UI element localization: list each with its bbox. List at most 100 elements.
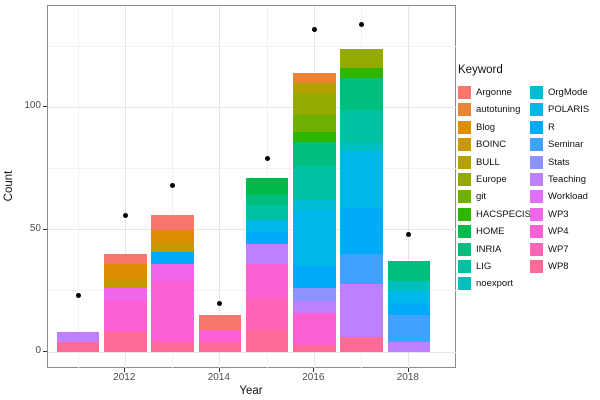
legend-item-label: INRIA — [476, 243, 502, 255]
x-tick-mark — [218, 368, 220, 372]
legend-item-label: Workload — [548, 191, 588, 203]
legend-key-swatch — [458, 155, 471, 169]
legend-key-swatch — [530, 242, 543, 256]
bar-segment-noexport — [340, 141, 383, 152]
bar-segment-Europe — [340, 48, 383, 69]
bar-segment-Teaching — [340, 283, 383, 338]
observation-point — [311, 26, 317, 32]
bar-segment-R — [387, 303, 431, 316]
x-tick-mark — [407, 368, 409, 372]
legend-key-swatch — [458, 138, 471, 152]
bar-segment-Teaching — [245, 244, 289, 264]
observation-point — [170, 183, 176, 189]
legend-item-label: WP3 — [548, 208, 569, 220]
legend-key-swatch — [530, 138, 543, 152]
bar-segment-autotuning — [293, 73, 336, 83]
bar-segment-Argonne — [104, 254, 147, 264]
legend-item-label: R — [548, 121, 555, 133]
y-tick-mark — [43, 228, 47, 230]
gridline-major-y — [48, 106, 457, 108]
legend-item-label: POLARIS — [548, 104, 590, 116]
bar-segment-R — [245, 232, 289, 245]
legend-key-swatch — [458, 225, 471, 239]
bar-segment-WP7 — [245, 298, 289, 330]
bar-segment-WP8 — [56, 342, 100, 352]
bar-segment-Blog — [104, 263, 147, 279]
y-tick-label: 0 — [35, 345, 41, 356]
bar-segment-INRIA — [293, 141, 336, 167]
legend-key-swatch — [530, 225, 543, 239]
legend-column: OrgMode POLARIS R Seminar Stats Teaching Workl… — [530, 86, 600, 290]
bar-segment-Seminar — [340, 254, 383, 284]
bar-segment-Teaching — [387, 342, 431, 352]
x-tick-label: 2012 — [113, 372, 136, 383]
plot-panel — [47, 5, 457, 369]
legend-item-HACSPECIS: HACSPECIS — [458, 207, 531, 221]
legend-key-swatch — [530, 155, 543, 169]
legend-item-Workload: Workload — [530, 190, 600, 204]
legend-item-Teaching: Teaching — [530, 172, 600, 186]
gridline-minor-y — [48, 45, 457, 47]
legend-item-label: noexport — [476, 278, 513, 290]
bar-segment-BOINC — [151, 241, 194, 252]
bar-segment-BULL — [293, 82, 336, 93]
gridline-major-x — [124, 6, 126, 369]
legend-item-label: Seminar — [548, 139, 584, 151]
legend-item-BOINC: BOINC — [458, 138, 530, 152]
bar-segment-INRIA — [387, 261, 431, 282]
x-tick-mark — [124, 368, 126, 372]
legend: Keyword Argonne autotuning Blog BOINC BULL Eu… — [458, 64, 600, 291]
legend-title: Keyword — [458, 64, 503, 76]
bar-segment-POLARIS — [387, 290, 431, 304]
gridline-minor-y — [48, 168, 457, 170]
legend-item-R: R — [530, 120, 600, 134]
bar-segment-noexport — [387, 281, 431, 291]
bar-segment-WP8 — [198, 342, 242, 352]
bar-segment-WP8 — [340, 337, 383, 352]
bar-segment-POLARIS — [293, 210, 336, 267]
bar-segment-WP3 — [151, 263, 194, 282]
y-axis-title: Count — [3, 170, 15, 202]
bar-segment-R — [340, 207, 383, 255]
x-tick-label: 2018 — [396, 372, 419, 383]
bar-segment-POLARIS — [340, 151, 383, 208]
bar-segment-Teaching — [56, 332, 100, 343]
legend-item-label: LIG — [476, 260, 492, 272]
legend-column: Argonne autotuning Blog BOINC BULL Europe git H… — [458, 86, 531, 291]
legend-key-swatch — [458, 172, 471, 186]
y-tick-label: 50 — [29, 222, 41, 234]
legend-item-label: Blog — [476, 121, 496, 133]
bar-segment-WP4 — [151, 281, 194, 343]
bar-segment-WP4 — [245, 263, 289, 299]
gridline-major-y — [48, 351, 457, 353]
legend-item-label: autotuning — [476, 104, 521, 116]
observation-point — [264, 156, 270, 162]
observation-point — [122, 212, 128, 218]
legend-key-swatch — [530, 172, 543, 186]
bar-segment-Seminar — [387, 315, 431, 343]
bar-segment-R — [293, 266, 336, 289]
x-tick-label: 2016 — [302, 372, 325, 383]
bar-segment-LIG — [340, 109, 383, 142]
bar-segment-WP4 — [104, 300, 147, 333]
legend-item-label: Teaching — [548, 173, 587, 185]
bar-segment-HACSPECIS — [293, 131, 336, 142]
legend-item-POLARIS: POLARIS — [530, 103, 600, 117]
legend-item-WP3: WP3 — [530, 207, 600, 221]
legend-item-label: Argonne — [476, 87, 512, 98]
bar-segment-INRIA — [245, 195, 289, 206]
bar-segment-BOINC — [104, 278, 147, 289]
legend-key-swatch — [458, 259, 471, 273]
legend-key-swatch — [530, 120, 543, 134]
bar-segment-Argonne — [198, 315, 242, 330]
bar-segment-HOME — [245, 178, 289, 196]
bar-segment-Stats — [293, 288, 336, 301]
bar-segment-Europe — [293, 92, 336, 115]
legend-item-BULL: BULL — [458, 155, 530, 169]
bar-segment-LIG — [245, 205, 289, 220]
bar-segment-WP8 — [293, 344, 336, 352]
bar-segment-WP8 — [151, 342, 194, 352]
legend-key-swatch — [458, 242, 471, 256]
legend-item-Stats: Stats — [530, 155, 600, 169]
bar-segment-OrgMode — [293, 200, 336, 211]
